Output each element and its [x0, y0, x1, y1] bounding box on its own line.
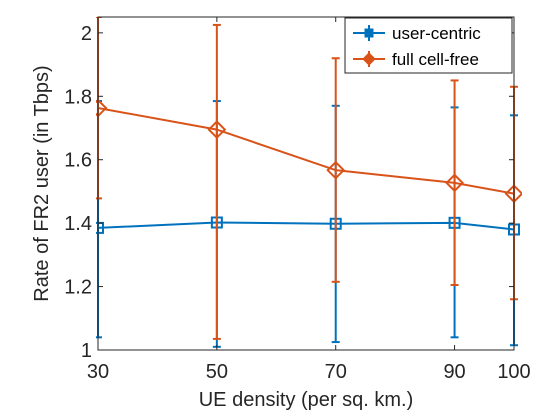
legend-label: full cell-free [392, 50, 479, 69]
data-point [207, 120, 227, 139]
x-tick-label: 50 [206, 361, 228, 383]
x-axis-label: UE density (per sq. km.) [199, 389, 414, 411]
x-tick-label: 70 [325, 361, 347, 383]
legend-label: user-centric [392, 24, 481, 43]
axes-frame [97, 16, 515, 351]
y-axis-label: Rate of FR2 user (in Tbps) [31, 65, 53, 301]
x-tick-label: 30 [87, 361, 109, 383]
legend: user-centric full cell-free [344, 17, 513, 74]
y-tick-label: 1.4 [64, 213, 92, 235]
y-tick-label: 1.8 [64, 86, 92, 108]
legend-marker [364, 28, 374, 38]
y-tick-label: 1 [81, 340, 92, 362]
y-tick-label: 2 [81, 23, 92, 45]
series-line [97, 107, 515, 195]
y-tick-label: 1.2 [64, 277, 92, 299]
x-tick-label: 100 [497, 361, 530, 383]
tick-layer: 30 50 70 90 100 1 1.2 1.4 1.6 1.8 2 [64, 17, 531, 383]
data-point [326, 160, 346, 180]
y-tick-label: 1.6 [64, 150, 92, 172]
data-point [445, 173, 464, 193]
x-tick-label: 90 [443, 361, 465, 383]
axes-box [97, 16, 515, 351]
legend-box [344, 17, 513, 74]
legend-marker [362, 52, 376, 66]
